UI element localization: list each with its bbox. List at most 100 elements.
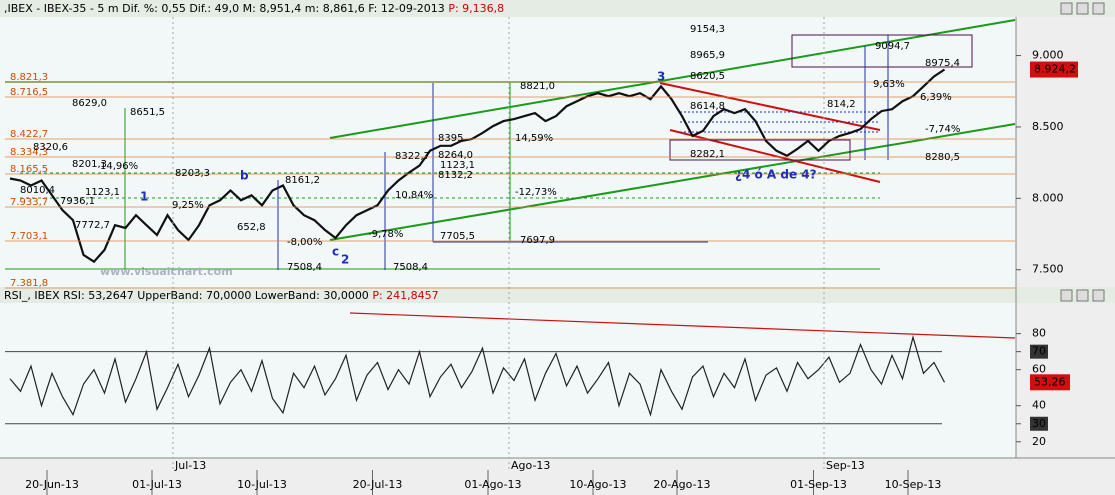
annotation: 6,39% [920,92,952,103]
wave-label: 3 [657,70,665,84]
header-bar [0,0,1115,17]
annotation: 8975,4 [925,58,960,69]
annotation: -7,74% [925,124,960,135]
wave-label: ¿4 ó A de 4? [735,168,817,182]
drawing-tools [5,19,1016,339]
annotation: 652,8 [237,222,266,233]
last-value-box [1030,374,1070,391]
x-tick-label: 10-Ago-13 [569,478,626,491]
wave-label: b [240,169,249,183]
annotation: 8322,7 [395,151,430,162]
y-tick-label: 7.500 [1032,263,1064,276]
x-tick-label: 20-Ago-13 [653,478,710,491]
last-value-label: 8.924,2 [1034,63,1076,76]
annotation: 8395 [438,133,463,144]
title-p: P: 9,136,8 [448,2,504,15]
button[interactable] [1060,289,1073,302]
annotation: 8264,0 [438,150,473,161]
channel-line [329,123,1016,241]
annotation: -12,73% [515,187,557,198]
rsi-title: RSI_, IBEX RSI: 53,2647 UpperBand: 70,00… [4,289,439,302]
button[interactable] [1092,289,1105,302]
x-tick-label: 10-Sep-13 [885,478,942,491]
y-tick-label: 30 [1032,417,1046,430]
wave-label: 1 [140,190,148,204]
level-label: 7.381,8 [10,278,48,289]
annotation: 7697,9 [520,235,555,246]
annotation: 8203,3 [175,168,210,179]
annotation: 7936,1 [60,196,95,207]
annotation: 8821,0 [520,81,555,92]
watermark: www.visualchart.com [100,265,233,278]
rsi-line [9,334,946,417]
annotation: 8201,3 [72,159,107,170]
annotation: 8965,9 [690,50,725,61]
band-label-box [1030,416,1048,431]
annotation: 7508,4 [393,262,428,273]
wave-label: c [332,245,339,259]
annotation: 8320,6 [33,142,68,153]
annotation: 9,25% [172,200,204,211]
chart-title: ,IBEX - IBEX-35 - 5 m Dif. %: 0,55 Dif.:… [4,2,504,15]
annotation: 7772,7 [75,220,110,231]
x-tick-label: 01-Ago-13 [464,478,521,491]
level-label: 8.716,5 [10,87,48,98]
level-label: 7.703,1 [10,231,48,242]
target-box [669,139,851,161]
x-tick-label: 01-Sep-13 [790,478,847,491]
y-tick-label: 8.000 [1032,191,1064,204]
button[interactable] [1076,289,1089,302]
title-p: P: 241,8457 [372,289,438,302]
annotation: 8280,5 [925,152,960,163]
annotation: 7705,5 [440,231,475,242]
annotation: 8282,1 [690,149,725,160]
annotation: 1123,1 [85,187,120,198]
month-label: Sep-13 [826,459,865,472]
level-label: 8.165,5 [10,164,48,175]
level-label: 8.422,7 [10,129,48,140]
annotation: 7508,4 [287,262,322,273]
x-tick-label: 01-Jul-13 [132,478,182,491]
band-label-box [1030,344,1048,359]
button[interactable] [1060,2,1073,15]
annotation: -9,78% [368,229,403,240]
button[interactable] [1076,2,1089,15]
channel-line [329,19,1016,139]
level-label: 8.334,3 [10,147,48,158]
last-value-label: 53,26 [1034,375,1066,388]
title-text: ,IBEX - IBEX-35 - 5 m Dif. %: 0,55 Dif.:… [4,2,445,15]
annotation: 14,59% [515,133,553,144]
annotation: 1123,1 [440,160,475,171]
annotation: 9,63% [873,79,905,90]
annotation: 8651,5 [130,107,165,118]
y-tick-label: 8.500 [1032,120,1064,133]
annotation: 14,96% [100,161,138,172]
window-buttons[interactable] [1060,2,1105,302]
annotation: 8161,2 [285,175,320,186]
trend-line [659,82,881,131]
price-line [9,68,946,264]
y-tick-label: 9.000 [1032,49,1064,62]
y-tick-label: 20 [1032,435,1046,448]
annotation: 9154,3 [690,24,725,35]
level-label: 8.821,3 [10,72,48,83]
y-tick-label: 80 [1032,327,1046,340]
annotation: 9094,7 [875,41,910,52]
y-tick-label: 40 [1032,399,1046,412]
last-value-box [1030,61,1078,78]
level-label: 7.933,7 [10,197,48,208]
wave-label: 2 [341,253,349,267]
target-box [791,34,973,68]
x-tick-label: 10-Jul-13 [237,478,287,491]
month-label: Ago-13 [511,459,550,472]
rsi-trend-line [349,312,1016,339]
x-tick-label: 20-Jun-13 [25,478,79,491]
annotation: 8010,4 [20,185,55,196]
y-tick-label: 60 [1032,363,1046,376]
annotation: 10,84% [395,190,433,201]
rsi-header-bar [0,287,1115,303]
annotation: 8629,0 [72,98,107,109]
button[interactable] [1092,2,1105,15]
